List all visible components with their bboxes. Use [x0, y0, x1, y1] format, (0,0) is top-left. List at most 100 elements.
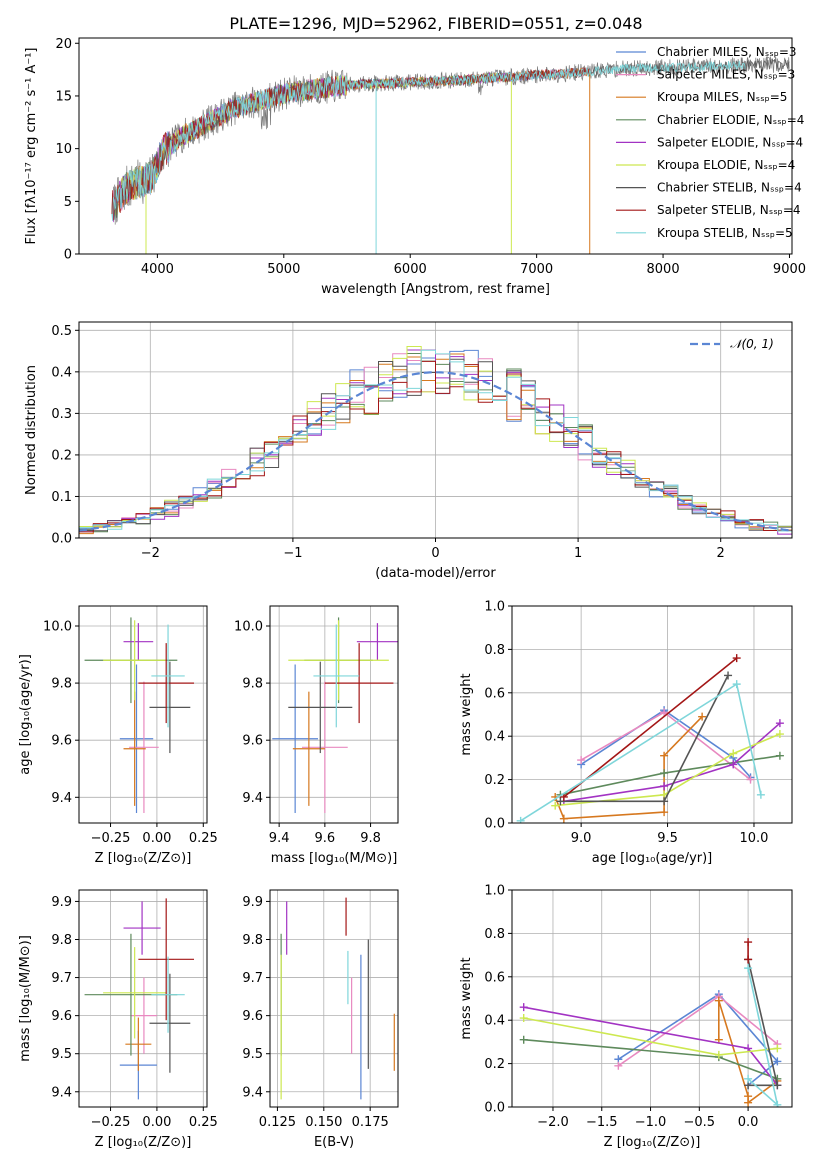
plus-marker [714, 996, 723, 1005]
plus-marker [775, 730, 784, 739]
plus-marker [551, 801, 560, 810]
x-tick-label: 0.00 [142, 831, 171, 846]
x-tick-label: 0.0 [738, 1115, 759, 1130]
axes-frame [78, 321, 793, 539]
y-tick-label: 0.1 [51, 490, 72, 505]
plot-area [84, 898, 195, 1100]
model-spectrum-line [111, 72, 512, 216]
x-tick-label: −1 [283, 546, 302, 561]
y-tick-label: 0.0 [484, 1101, 505, 1116]
legend-entry: Chabrier STELIB, Nₛₛₚ=4 [657, 181, 802, 195]
y-axis-label: Normed distribution [24, 365, 39, 495]
axes-frame [511, 889, 793, 1108]
plus-marker [756, 790, 765, 799]
y-tick-label: 5 [64, 195, 72, 210]
histogram-step-line [79, 349, 792, 532]
y-tick-label: 0.4 [484, 1014, 505, 1029]
x-axis-label: Z [log₁₀(Z/Z⊙)] [604, 1135, 701, 1150]
y-tick-label: 1.0 [484, 884, 505, 899]
normal-reference-curve [79, 371, 790, 532]
plus-marker [773, 1100, 782, 1107]
y-tick-label: 9.6 [242, 1009, 263, 1024]
plus-marker [556, 797, 565, 806]
y-tick-label: 9.4 [51, 1085, 72, 1100]
x-tick-label: 10.0 [739, 831, 768, 846]
age-vs-metallicity-panel: −0.25 0.00 0.25 9.4 9.6 9.8 10.0 Z [log₁₀(Z/Z⊙)… [18, 605, 218, 866]
x-tick-label: −2 [141, 546, 160, 561]
y-tick-label: 9.5 [242, 1047, 263, 1062]
plus-marker [519, 1003, 528, 1012]
x-axis-label: (data-model)/error [375, 566, 496, 581]
x-tick-label: 0.150 [305, 1115, 342, 1130]
x-tick-label: −0.5 [684, 1115, 716, 1130]
plus-marker [775, 719, 784, 728]
model-spectrum-line [111, 67, 591, 221]
y-axis-label: Flux [fλ10⁻¹⁷ erg cm⁻² s⁻¹ A⁻¹] [24, 48, 39, 245]
x-axis-label: age [log₁₀(age/yr)] [592, 851, 713, 866]
y-tick-label: 10 [55, 142, 72, 157]
axes-frame [269, 889, 399, 1108]
y-tick-label: 0.0 [51, 532, 72, 547]
y-tick-label: 9.5 [51, 1047, 72, 1062]
y-tick-label: 9.6 [51, 1009, 72, 1024]
y-tick-label: 9.9 [242, 895, 263, 910]
y-tick-label: 9.4 [242, 791, 263, 806]
y-tick-label: 10.0 [43, 619, 72, 634]
y-tick-label: 9.8 [51, 677, 72, 692]
plot-area [272, 617, 398, 814]
x-tick-label: 0.175 [352, 1115, 389, 1130]
plus-marker [744, 1074, 753, 1083]
legend-entry: Salpeter MILES, Nₛₛₚ=3 [657, 68, 795, 82]
plus-marker [775, 751, 784, 760]
x-tick-label: 0.25 [189, 1115, 218, 1130]
plus-marker [519, 1014, 528, 1023]
x-tick-label: −1.5 [586, 1115, 618, 1130]
x-tick-label: −0.25 [91, 831, 131, 846]
y-tick-label: 9.9 [51, 895, 72, 910]
figure-title: PLATE=1296, MJD=52962, FIBERID=0551, z=0… [229, 14, 642, 33]
plot-area [280, 897, 395, 1100]
massweight-vs-age-panel: 9.0 9.5 10.0 0.0 0.2 0.4 0.6 0.8 1.0 age [log₁₀(a… [459, 600, 793, 866]
plus-marker [714, 1050, 723, 1059]
y-tick-label: 9.7 [51, 971, 72, 986]
axes-frame [78, 37, 793, 255]
legend-entry: Kroupa STELIB, Nₛₛₚ=5 [657, 226, 793, 240]
y-tick-label: 9.7 [242, 971, 263, 986]
plus-marker [773, 1081, 782, 1090]
x-tick-label: 0.25 [189, 831, 218, 846]
massweight-vs-metallicity-panel: −2.0 −1.5 −1.0 −0.5 0.0 0.0 0.2 0.4 0.6 0.8 1.0 Z [… [459, 884, 793, 1150]
axes-frame [78, 889, 208, 1108]
y-tick-label: 15 [55, 89, 72, 104]
y-tick-label: 0.6 [484, 970, 505, 985]
plot-area [516, 654, 784, 823]
x-tick-label: 9.8 [360, 831, 381, 846]
plus-marker [660, 797, 669, 806]
x-tick-label: 0 [431, 546, 439, 561]
x-tick-label: 2 [717, 546, 725, 561]
plus-marker [729, 760, 738, 769]
x-tick-label: −1.0 [635, 1115, 667, 1130]
plus-marker [614, 1061, 623, 1070]
legend-entry: Kroupa ELODIE, Nₛₛₚ=4 [657, 158, 795, 172]
axes-frame [511, 605, 793, 824]
plus-marker [698, 712, 707, 721]
plus-marker [577, 756, 586, 765]
legend-entry: Salpeter ELODIE, Nₛₛₚ=4 [657, 135, 803, 149]
x-axis-label: Z [log₁₀(Z/Z⊙)] [95, 851, 192, 866]
x-axis-label: wavelength [Angstrom, rest frame] [321, 282, 550, 297]
y-tick-label: 0.6 [484, 686, 505, 701]
x-tick-label: 7000 [520, 262, 553, 277]
plus-marker [773, 1044, 782, 1053]
axes-frame [269, 605, 399, 824]
x-tick-label: 0.125 [259, 1115, 296, 1130]
mass-weight-series-line [747, 967, 779, 1107]
legend-entry: Salpeter STELIB, Nₛₛₚ=4 [657, 203, 801, 217]
plus-marker [744, 938, 753, 947]
x-tick-label: 5000 [267, 262, 300, 277]
axes-frame [78, 605, 208, 824]
y-tick-label: 0.4 [484, 730, 505, 745]
y-tick-label: 0.4 [51, 365, 72, 380]
mass-vs-metallicity-panel: −0.25 0.00 0.25 9.4 9.5 9.6 9.7 9.8 9.9 Z [log₁₀(… [18, 889, 218, 1150]
x-tick-label: 4000 [141, 262, 174, 277]
y-tick-label: 1.0 [484, 600, 505, 615]
